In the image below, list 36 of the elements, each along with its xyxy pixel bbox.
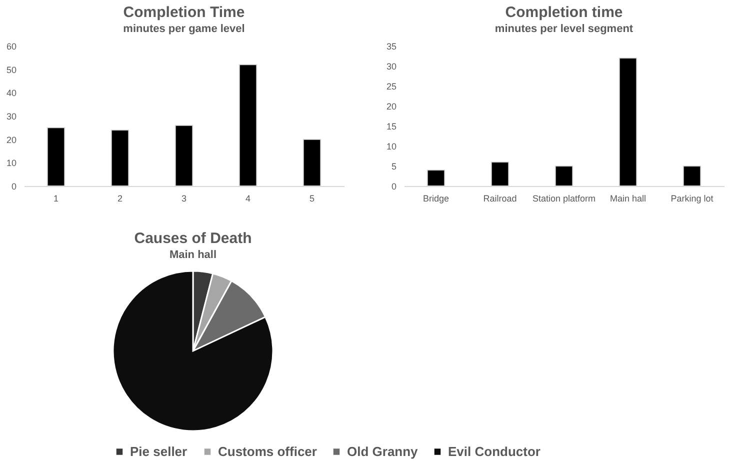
- x-tick-label: Bridge: [422, 194, 450, 204]
- legend-label: Old Granny: [347, 444, 419, 459]
- x-tick-label: Main hall: [610, 194, 646, 204]
- legend-label: Pie seller: [130, 444, 188, 459]
- x-tick-label: Railroad: [483, 194, 517, 204]
- y-tick-label: 20: [6, 134, 16, 145]
- y-tick-label: 0: [11, 182, 16, 192]
- x-tick-label: Parking lot: [670, 194, 714, 204]
- y-tick-label: 15: [386, 122, 396, 132]
- chart-title: Causes of Death: [134, 230, 252, 247]
- y-tick-label: 20: [386, 102, 396, 112]
- legend-label: Evil Conductor: [448, 444, 540, 459]
- chart-title: Completion Time: [123, 4, 245, 21]
- y-tick-label: 10: [6, 158, 16, 168]
- x-tick-label: Station platform: [532, 194, 596, 204]
- y-tick-label: 25: [386, 82, 396, 92]
- x-tick-label: 4: [245, 194, 251, 204]
- pie-slice: [112, 270, 274, 432]
- y-tick-label: 30: [386, 62, 396, 72]
- y-tick-label: 40: [6, 88, 16, 98]
- chart-subtitle: minutes per level segment: [494, 23, 634, 35]
- chart-title: Completion time: [505, 4, 623, 21]
- x-tick-label: 3: [181, 194, 187, 204]
- x-tick-label: 1: [53, 194, 59, 204]
- y-tick-label: 30: [6, 112, 16, 122]
- x-tick-label: 2: [117, 194, 123, 204]
- y-tick-label: 10: [386, 142, 396, 152]
- x-tick-label: 5: [309, 194, 315, 204]
- legend-label: Customs officer: [218, 444, 317, 459]
- y-tick-label: 0: [391, 182, 396, 192]
- chart-subtitle: minutes per game level: [123, 23, 245, 35]
- chart-subtitle: Main hall: [169, 249, 217, 261]
- y-tick-label: 60: [6, 42, 16, 52]
- y-tick-label: 35: [386, 42, 396, 52]
- y-tick-label: 5: [391, 162, 396, 172]
- y-tick-label: 50: [6, 64, 16, 75]
